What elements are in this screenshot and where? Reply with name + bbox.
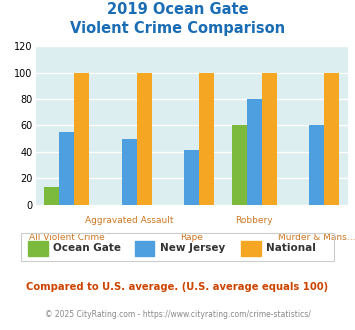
Text: All Violent Crime: All Violent Crime	[29, 233, 105, 242]
Text: Compared to U.S. average. (U.S. average equals 100): Compared to U.S. average. (U.S. average …	[26, 282, 329, 292]
Text: 2019 Ocean Gate: 2019 Ocean Gate	[107, 2, 248, 16]
Bar	[324, 73, 339, 205]
Bar	[232, 125, 247, 205]
Bar	[44, 187, 59, 205]
Bar	[247, 99, 262, 205]
Text: Ocean Gate: Ocean Gate	[53, 243, 121, 253]
Bar	[59, 132, 74, 205]
Text: New Jersey: New Jersey	[160, 243, 225, 253]
Bar	[199, 73, 214, 205]
Text: National: National	[266, 243, 316, 253]
Text: Rape: Rape	[180, 233, 203, 242]
Text: Aggravated Assault: Aggravated Assault	[85, 216, 174, 225]
Bar	[262, 73, 277, 205]
Bar	[137, 73, 152, 205]
Text: Robbery: Robbery	[235, 216, 273, 225]
Bar	[184, 150, 199, 205]
Text: © 2025 CityRating.com - https://www.cityrating.com/crime-statistics/: © 2025 CityRating.com - https://www.city…	[45, 310, 310, 319]
Bar	[309, 125, 324, 205]
Bar	[74, 73, 89, 205]
Text: Murder & Mans...: Murder & Mans...	[278, 233, 355, 242]
Text: Violent Crime Comparison: Violent Crime Comparison	[70, 21, 285, 36]
Bar	[122, 139, 137, 205]
